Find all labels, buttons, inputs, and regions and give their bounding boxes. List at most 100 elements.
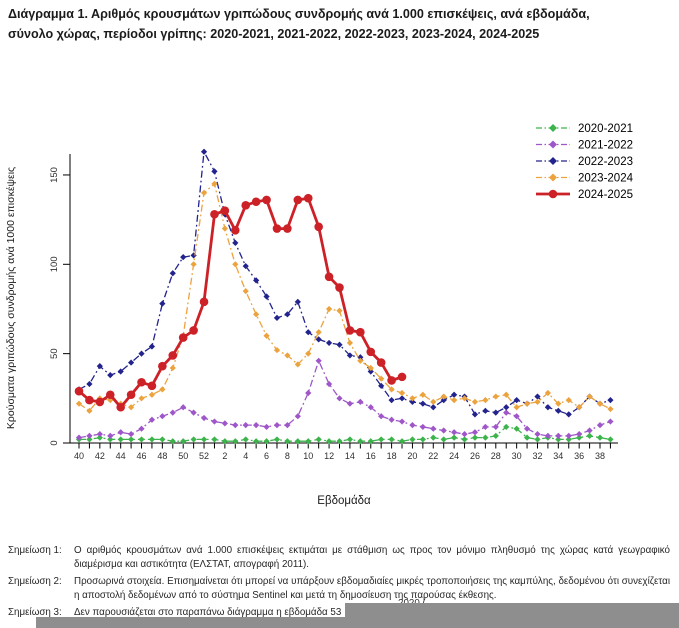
data-point — [315, 436, 322, 443]
data-point — [482, 434, 489, 441]
data-point — [555, 432, 562, 439]
data-point — [159, 413, 166, 420]
data-point — [169, 270, 176, 277]
data-point — [128, 359, 135, 366]
data-point — [86, 436, 93, 443]
data-point — [503, 404, 510, 411]
data-point — [283, 224, 292, 233]
data-point — [211, 418, 218, 425]
x-tick-label: 20 — [407, 451, 417, 461]
x-tick-label: 48 — [157, 451, 167, 461]
data-point — [294, 438, 301, 445]
data-point — [211, 180, 218, 187]
data-point — [169, 409, 176, 416]
data-point — [169, 438, 176, 445]
data-point — [461, 436, 468, 443]
data-point — [388, 397, 395, 404]
data-point — [471, 429, 479, 436]
data-point — [189, 326, 198, 335]
data-point — [482, 397, 489, 404]
x-tick-label: 34 — [553, 451, 563, 461]
x-tick-label: 52 — [199, 451, 209, 461]
data-point — [253, 311, 260, 318]
data-point — [586, 432, 593, 439]
data-point — [586, 393, 593, 400]
data-point — [549, 157, 557, 165]
data-point — [241, 201, 251, 210]
data-point — [548, 189, 558, 199]
data-point — [513, 413, 520, 420]
footnote-1: Σημείωση 1: Ο αριθμός κρουσμάτων ανά 1.0… — [8, 544, 674, 573]
data-point — [138, 425, 145, 432]
x-tick-label: 8 — [285, 451, 290, 461]
data-point — [148, 416, 156, 423]
x-tick-label: 6 — [264, 451, 269, 461]
data-point — [137, 377, 146, 387]
data-point — [190, 436, 197, 443]
data-point — [398, 389, 406, 397]
data-point — [492, 409, 499, 416]
data-point — [85, 395, 94, 405]
data-point — [607, 436, 614, 443]
data-point — [315, 336, 322, 343]
data-point — [440, 393, 447, 400]
chart-title-line1: Διάγραμμα 1. Αριθμός κρουσμάτων γριπώδου… — [8, 7, 590, 21]
series-line-2020-2021 — [79, 426, 611, 442]
data-point — [523, 434, 531, 441]
data-point — [273, 422, 281, 429]
data-point — [482, 423, 489, 431]
data-point — [221, 420, 228, 427]
data-point — [294, 361, 301, 368]
data-point — [367, 438, 374, 445]
data-point — [336, 307, 343, 314]
data-point — [168, 351, 178, 360]
series-line-2021-2022 — [78, 358, 611, 439]
data-point — [324, 272, 334, 282]
series-2023-2024 — [75, 180, 614, 414]
data-point — [178, 333, 188, 342]
data-point — [273, 346, 281, 354]
data-point — [138, 350, 145, 357]
data-point — [95, 397, 105, 407]
data-point — [262, 195, 271, 205]
y-axis-label: Κρούσματα γριπώδους συνδρομής ανά 1000 ε… — [5, 167, 17, 429]
data-point — [251, 197, 261, 207]
data-point — [596, 400, 604, 407]
x-tick-label: 50 — [178, 451, 188, 461]
data-point — [409, 398, 416, 405]
data-point — [388, 436, 395, 443]
x-tick-label: 2 — [222, 451, 227, 461]
data-point — [220, 206, 230, 215]
data-point — [107, 436, 114, 443]
x-tick-label: 38 — [595, 451, 605, 461]
data-point — [242, 422, 249, 429]
series-line-2023-2024 — [78, 182, 611, 412]
x-tick-label: 4 — [243, 451, 248, 461]
data-point — [116, 402, 125, 412]
data-point — [419, 400, 426, 407]
data-point — [419, 423, 426, 431]
data-point — [211, 436, 218, 443]
data-point — [180, 438, 187, 445]
data-point — [534, 436, 541, 443]
data-point — [96, 363, 103, 370]
data-point — [357, 354, 364, 361]
data-point — [335, 283, 344, 292]
data-point — [305, 329, 312, 336]
data-point — [325, 380, 333, 388]
data-point — [242, 436, 249, 443]
data-point — [263, 423, 270, 431]
data-point — [126, 390, 136, 400]
legend-label: 2024-2025 — [578, 189, 633, 201]
data-point — [128, 436, 135, 443]
data-point — [315, 329, 322, 336]
data-point — [293, 195, 303, 205]
y-tick-label: 100 — [49, 256, 60, 272]
data-point — [534, 393, 541, 400]
data-point — [303, 193, 313, 203]
data-point — [451, 429, 458, 436]
data-point — [430, 434, 437, 441]
data-point — [253, 277, 260, 284]
data-point — [419, 436, 426, 443]
data-point — [482, 407, 489, 414]
